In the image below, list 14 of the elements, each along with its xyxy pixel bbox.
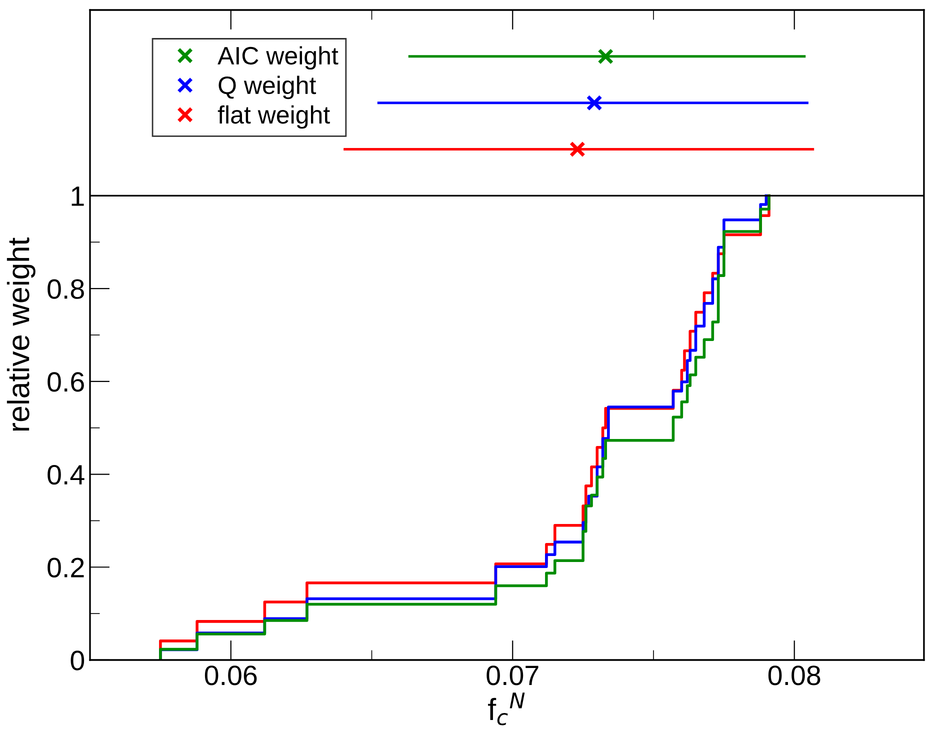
x-axis-title: f$_{c}$$^{N}$ [488,692,525,726]
legend-label: Q weight [218,76,316,100]
x-tick-label: 0.08 [768,666,820,686]
y-tick-label: 0.2 [48,558,84,578]
x-tick-label: 0.06 [204,666,257,686]
x-tick-label: 0.07 [486,666,538,686]
legend-label: AIC weight [218,46,338,70]
y-tick-label: 0 [70,650,84,670]
y-tick-label: 0.8 [48,279,84,299]
legend-label: flat weight [218,105,330,129]
y-tick-label: 0.4 [48,464,84,485]
y-tick-label: 0.6 [48,372,84,392]
y-axis-title: relative weight [6,238,36,431]
y-tick-label: 1 [72,186,84,206]
